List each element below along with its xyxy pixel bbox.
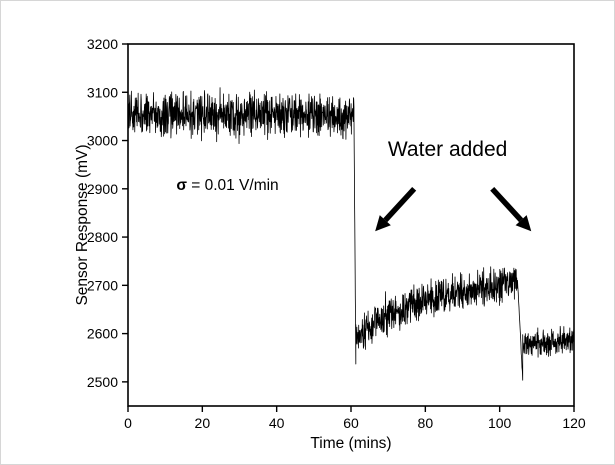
plot-border bbox=[127, 43, 575, 407]
x-axis-label: Time (mins) bbox=[310, 435, 391, 452]
annotation-water-added-label: Water added bbox=[388, 138, 507, 161]
x-tick-label: 120 bbox=[562, 415, 586, 431]
plot-frame bbox=[127, 43, 575, 407]
x-tick-label: 0 bbox=[124, 415, 132, 431]
water-added-arrow-1-head bbox=[375, 215, 391, 232]
y-axis-label: Sensor Response (mV) bbox=[74, 144, 91, 305]
annotations: σ = 0.01 V/min Water added bbox=[176, 138, 532, 232]
water-added-arrow-1-shaft bbox=[383, 186, 417, 223]
axis-ticks: 0 20 40 60 80 100 120 2500 2600 2700 2800 2900 3000 3… bbox=[87, 36, 586, 431]
x-tick-label: 20 bbox=[195, 415, 211, 431]
y-tick-label: 2500 bbox=[87, 374, 118, 390]
series-lines bbox=[127, 87, 575, 381]
y-tick-label: 2600 bbox=[87, 326, 118, 342]
water-added-arrow-2-shaft bbox=[490, 186, 524, 223]
x-tick-label: 40 bbox=[269, 415, 285, 431]
x-tick-label: 80 bbox=[418, 415, 434, 431]
x-tick-label: 100 bbox=[488, 415, 512, 431]
y-tick-label: 3100 bbox=[87, 84, 118, 100]
y-tick-label: 3200 bbox=[87, 36, 118, 52]
y-tick-label: 2900 bbox=[87, 181, 118, 197]
y-tick-label: 2700 bbox=[87, 277, 118, 293]
y-tick-label: 2800 bbox=[87, 229, 118, 245]
y-tick-label: 3000 bbox=[87, 133, 118, 149]
series-sensor-response bbox=[127, 87, 575, 381]
water-added-arrow-2-head bbox=[515, 215, 532, 232]
x-tick-label: 60 bbox=[343, 415, 359, 431]
annotation-sigma-label: σ = 0.01 V/min bbox=[176, 177, 278, 194]
